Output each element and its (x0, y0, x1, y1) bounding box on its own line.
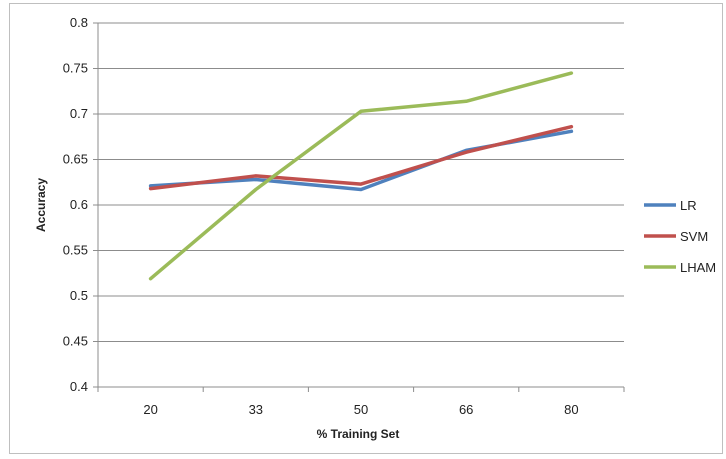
y-tick-label: 0.45 (63, 334, 88, 349)
x-tick-label: 20 (143, 402, 157, 417)
axes (93, 22, 625, 392)
y-tick-labels: 0.4 0.45 0.5 0.55 0.6 0.65 0.7 0.75 0.8 (63, 15, 88, 394)
y-axis-title: Accuracy (34, 178, 48, 232)
chart-frame (9, 3, 723, 454)
y-tick-label: 0.5 (70, 288, 88, 303)
series-line-svm (148, 124, 574, 191)
series-lines (148, 71, 574, 281)
y-tick-label: 0.4 (70, 379, 88, 394)
x-tick-label: 33 (249, 402, 263, 417)
gridlines (98, 22, 624, 342)
legend: LR SVM LHAM (644, 198, 716, 275)
y-tick-label: 0.8 (70, 15, 88, 30)
legend-label-svm: SVM (680, 229, 708, 244)
y-tick-label: 0.75 (63, 61, 88, 76)
y-tick-label: 0.65 (63, 152, 88, 167)
x-axis-title: % Training Set (317, 427, 400, 441)
x-tick-label: 50 (354, 402, 368, 417)
y-tick-label: 0.55 (63, 243, 88, 258)
x-tick-labels: 20 33 50 66 80 (143, 402, 578, 417)
x-tick-label: 66 (459, 402, 473, 417)
legend-label-lr: LR (680, 198, 697, 213)
y-tick-label: 0.7 (70, 106, 88, 121)
series-line-lham (148, 71, 574, 281)
x-tick-label: 80 (564, 402, 578, 417)
y-tick-label: 0.6 (70, 197, 88, 212)
legend-label-lham: LHAM (680, 260, 716, 275)
